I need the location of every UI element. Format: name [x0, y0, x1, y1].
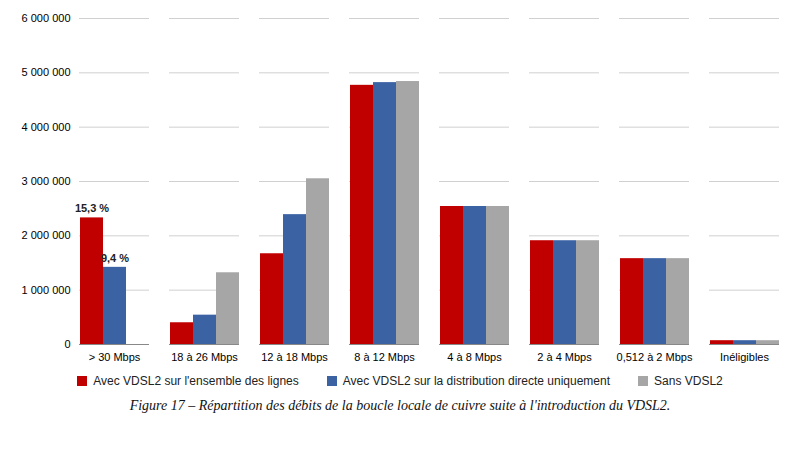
- svg-text:9,4 %: 9,4 %: [101, 252, 129, 264]
- svg-text:15,3 %: 15,3 %: [75, 202, 109, 214]
- svg-text:6 000 000: 6 000 000: [22, 12, 71, 24]
- svg-text:2 à 4 Mbps: 2 à 4 Mbps: [537, 351, 592, 363]
- svg-text:Inéligibles: Inéligibles: [720, 351, 769, 363]
- svg-text:2 000 000: 2 000 000: [22, 229, 71, 241]
- svg-text:> 30 Mbps: > 30 Mbps: [89, 351, 141, 363]
- svg-text:4 à 8 Mbps: 4 à 8 Mbps: [447, 351, 502, 363]
- svg-text:4 000 000: 4 000 000: [22, 121, 71, 133]
- html-text:Sans VDSL2: Sans VDSL2: [654, 374, 723, 388]
- svg-text:3 000 000: 3 000 000: [22, 175, 71, 187]
- svg-text:1 000 000: 1 000 000: [22, 284, 71, 296]
- svg-text:0,512 à 2 Mbps: 0,512 à 2 Mbps: [617, 351, 693, 363]
- svg-text:8 à 12 Mbps: 8 à 12 Mbps: [354, 351, 415, 363]
- svg-text:18 à 26 Mbps: 18 à 26 Mbps: [171, 351, 238, 363]
- svg-text:5 000 000: 5 000 000: [22, 66, 71, 78]
- svg-text:0: 0: [64, 338, 70, 350]
- html-text:Avec VDSL2 sur la distribution: Avec VDSL2 sur la distribution directe u…: [342, 374, 610, 388]
- html-text:Figure 17 – Répartition des dé: Figure 17 – Répartition des débits de la…: [129, 398, 671, 413]
- html-text:Avec VDSL2 sur l'ensemble des: Avec VDSL2 sur l'ensemble des lignes: [93, 374, 299, 388]
- svg-text:12 à 18 Mbps: 12 à 18 Mbps: [261, 351, 328, 363]
